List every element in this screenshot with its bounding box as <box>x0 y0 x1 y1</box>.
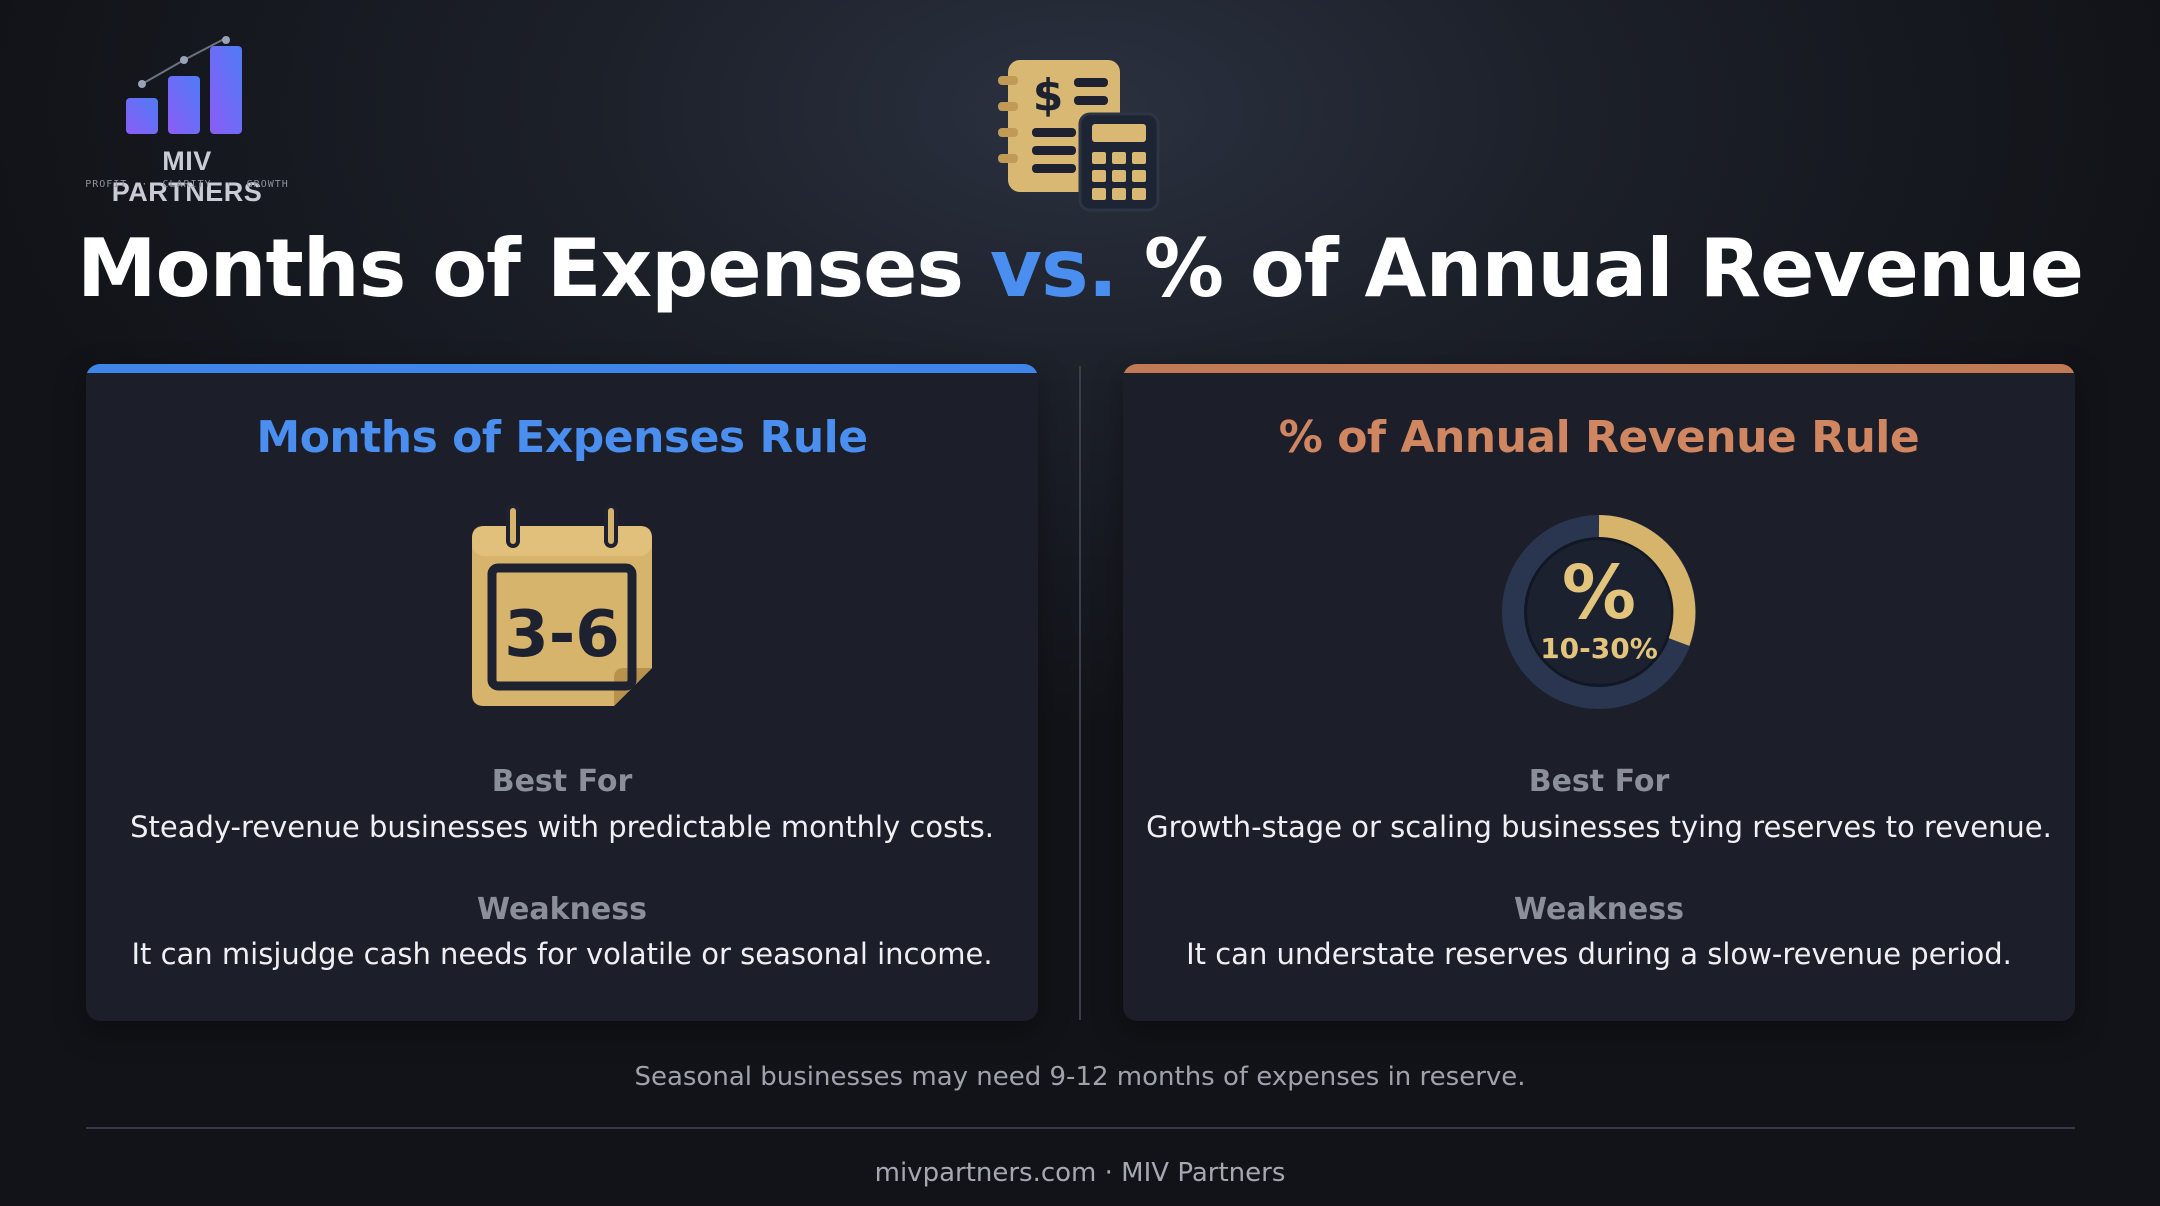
title-part-revenue: % of Annual Revenue <box>1117 222 2084 315</box>
weakness-label: Weakness <box>477 892 647 927</box>
weakness-label: Weakness <box>1514 892 1684 927</box>
footer-divider <box>86 1127 2075 1129</box>
best-for-text: Steady-revenue businesses with predictab… <box>130 810 994 844</box>
gauge-symbol: % <box>1562 550 1636 636</box>
footer-text: mivpartners.com · MIV Partners <box>874 1158 1286 1188</box>
best-for-text: Growth-stage or scaling businesses tying… <box>1146 810 2052 844</box>
title-vs: vs. <box>989 222 1118 315</box>
calendar-icon: 3-6 <box>472 504 652 706</box>
weakness-text: It can understate reserves during a slow… <box>1186 937 2012 971</box>
months-of-expenses-card: Months of Expenses Rule 3-6 Best For Ste… <box>86 364 1038 1021</box>
svg-text:$: $ <box>1033 70 1064 121</box>
bar-chart-logo-icon <box>126 36 242 134</box>
card-divider <box>1079 366 1081 1020</box>
title-part-months: Months of Expenses <box>77 222 990 315</box>
weakness-text: It can misjudge cash needs for volatile … <box>131 937 993 971</box>
page-title: Months of Expenses vs. % of Annual Reven… <box>0 222 2160 315</box>
brand-name: MIV PARTNERS <box>111 146 263 207</box>
ledger-calculator-icon: $ <box>998 60 1160 212</box>
seasonal-note: Seasonal businesses may need 9-12 months… <box>634 1062 1526 1092</box>
gauge-value: 10-30% <box>1540 632 1658 665</box>
brand-logo: MIV PARTNERS PROFIT · CLARITY · GROWTH <box>84 36 290 207</box>
card-accent-bar <box>1123 364 2075 373</box>
card-heading: Months of Expenses Rule <box>256 412 868 463</box>
percent-gauge-icon: % 10-30% <box>1502 515 1696 709</box>
brand-tagline: PROFIT · CLARITY · GROWTH <box>85 179 289 190</box>
best-for-label: Best For <box>491 764 633 799</box>
annual-revenue-card: % of Annual Revenue Rule % 10-30% Best F… <box>1123 364 2075 1021</box>
card-accent-bar <box>86 364 1038 373</box>
card-heading: % of Annual Revenue Rule <box>1278 412 1920 463</box>
calendar-value: 3-6 <box>504 598 620 672</box>
best-for-label: Best For <box>1528 764 1670 799</box>
